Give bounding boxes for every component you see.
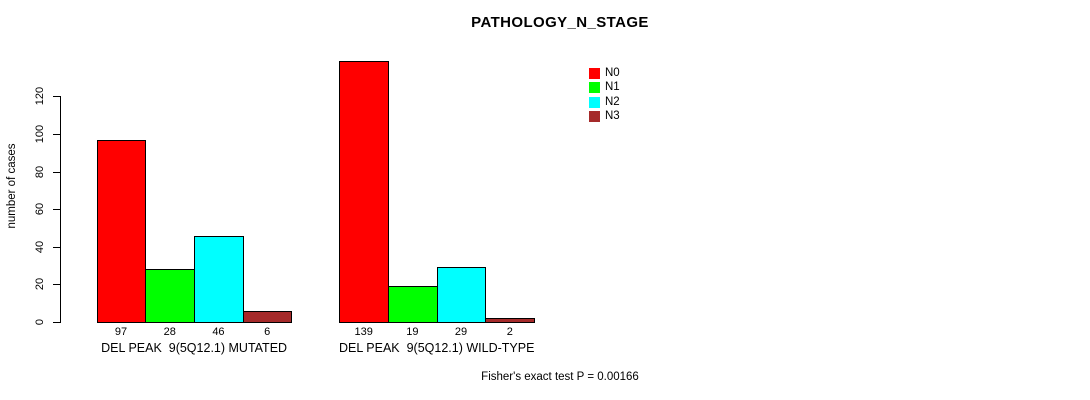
y-tick-label: 20	[34, 278, 46, 291]
legend-label: N1	[605, 81, 620, 94]
y-tick-label: 100	[34, 124, 46, 144]
legend-row: N0	[589, 66, 620, 81]
bar-n3-group1	[242, 310, 293, 323]
legend-swatch-n0	[589, 67, 600, 79]
y-axis-line	[60, 96, 61, 323]
legend-swatch-n1	[589, 82, 600, 94]
y-tick-label: 40	[34, 240, 46, 253]
legend-label: N0	[605, 66, 620, 79]
bar-n3-group2	[485, 318, 536, 323]
bar-value-label: 29	[454, 326, 468, 338]
category-label: DEL PEAK 9(5Q12.1) WILD-TYPE	[338, 341, 535, 355]
fisher-test-note: Fisher's exact test P = 0.00166	[481, 371, 639, 383]
bar-n0-group2	[339, 60, 389, 323]
bar-value-label: 139	[354, 326, 373, 338]
legend-swatch-n3	[589, 111, 600, 123]
bar-n2-group2	[436, 267, 487, 323]
y-tick	[53, 246, 60, 248]
y-tick-label: 120	[34, 87, 46, 106]
bar-n2-group1	[194, 235, 244, 323]
legend-row: N3	[589, 110, 620, 125]
y-tick-label: 0	[34, 318, 46, 326]
legend-row: N1	[589, 81, 620, 96]
bar-value-label: 2	[506, 326, 513, 338]
bar-value-label: 97	[114, 326, 128, 338]
y-tick	[53, 209, 60, 211]
legend-row: N2	[589, 95, 620, 110]
bar-n0-group1	[96, 139, 147, 323]
bar-n1-group1	[145, 269, 196, 323]
y-tick	[53, 171, 60, 173]
bar-n1-group2	[388, 286, 438, 323]
y-tick	[53, 96, 60, 98]
bar-value-label: 19	[406, 326, 419, 338]
legend: N0 N1 N2 N3	[589, 66, 620, 124]
y-tick	[53, 284, 60, 286]
y-tick	[53, 322, 60, 323]
plot-area: 0 20 40 60 80 100 120 97 28 46 6 DEL PEAK 9(5Q12.1)…	[34, 60, 536, 355]
y-tick-label: 80	[34, 165, 46, 178]
legend-label: N2	[605, 95, 620, 108]
bar-value-label: 6	[264, 326, 271, 338]
legend-swatch-n2	[589, 96, 600, 108]
y-tick-label: 60	[34, 203, 46, 216]
bar-value-label: 46	[212, 326, 225, 338]
bar-value-label: 28	[163, 326, 176, 338]
legend-label: N3	[605, 110, 620, 123]
y-tick	[53, 134, 60, 135]
category-label: DEL PEAK 9(5Q12.1) MUTATED	[101, 341, 288, 355]
chart-title: PATHOLOGY_N_STAGE	[471, 14, 649, 31]
